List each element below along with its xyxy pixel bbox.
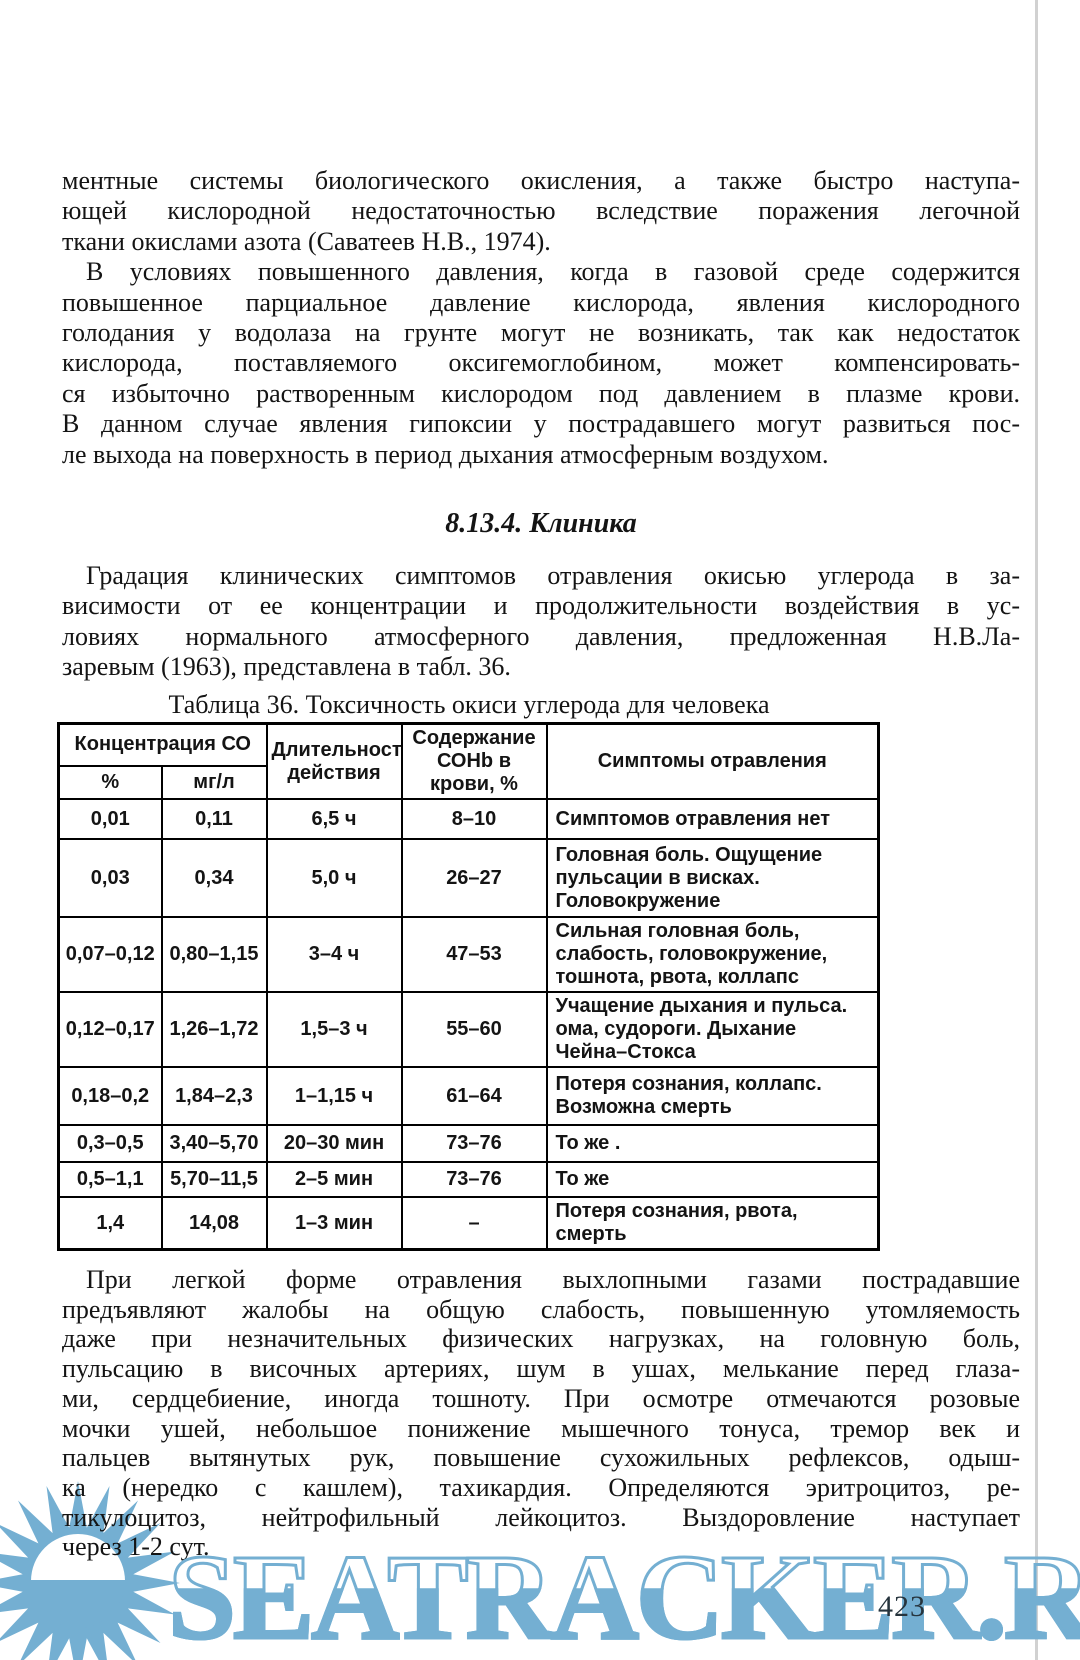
cell-dur: 1–3 мин bbox=[265, 1196, 403, 1251]
cell-symptoms: Потеря сознания, рвота, смерть bbox=[545, 1196, 880, 1251]
watermark-outline-text: SEATRACKER.RU bbox=[166, 1530, 1080, 1660]
header-percent: % bbox=[57, 764, 163, 801]
cell-symptoms: Учащение дыхания и пульса. ома, судороги… bbox=[545, 991, 880, 1068]
paragraph-block-2: Градация клинических симптомов отравлени… bbox=[62, 561, 1020, 683]
table-subheader-row: % мг/л bbox=[57, 764, 879, 801]
cell-mgl: 0,11 bbox=[160, 798, 268, 840]
text-line: повышенное парциальное давление кислород… bbox=[62, 287, 1020, 317]
text-line: ка (нередко с кашлем), тахикардия. Опред… bbox=[62, 1472, 1020, 1502]
cell-cohb: 73–76 bbox=[400, 1124, 548, 1163]
header-mg-per-l: мг/л bbox=[160, 764, 268, 801]
cell-mgl: 1,26–1,72 bbox=[160, 991, 268, 1068]
text-line: мочки ушей, небольшое понижение мышечног… bbox=[62, 1413, 1020, 1443]
text-line: даже при незначительных физических нагру… bbox=[62, 1324, 1020, 1354]
cell-cohb: 26–27 bbox=[400, 838, 548, 918]
cell-pct: 0,03 bbox=[57, 838, 163, 918]
cell-pct: 0,07–0,12 bbox=[57, 916, 163, 993]
table-row: 1,4 14,08 1–3 мин – Потеря сознания, рво… bbox=[57, 1196, 880, 1251]
cell-mgl: 3,40–5,70 bbox=[160, 1124, 268, 1163]
cell-dur: 2–5 мин bbox=[265, 1161, 403, 1198]
cell-cohb: 61–64 bbox=[400, 1066, 548, 1126]
table-row: 0,07–0,12 0,80–1,15 3–4 ч 47–53 Сильная … bbox=[57, 916, 880, 993]
cell-dur: 1,5–3 ч bbox=[265, 991, 403, 1068]
text-line: тикулоцитоз, нейтрофильный лейкоцитоз. В… bbox=[62, 1502, 1020, 1532]
sun-logo-icon bbox=[0, 1481, 180, 1660]
cell-pct: 0,5–1,1 bbox=[57, 1161, 163, 1198]
text-line: ющей кислородной недостаточностью вследс… bbox=[62, 196, 1020, 226]
text-line: пальцев вытянутых рук, повышение сухожил… bbox=[62, 1443, 1020, 1473]
cell-cohb: 47–53 bbox=[400, 916, 548, 993]
text-line: заревым (1963), представлена в табл. 36. bbox=[62, 652, 511, 682]
header-symptoms: Симптомы отравления bbox=[545, 722, 880, 800]
cell-pct: 0,01 bbox=[57, 798, 163, 840]
table-row: 0,12–0,17 1,26–1,72 1,5–3 ч 55–60 Учащен… bbox=[57, 991, 880, 1068]
text-line: кислорода, поставляемого оксигемоглобино… bbox=[62, 348, 1020, 378]
table-row: 0,03 0,34 5,0 ч 26–27 Головная боль. Ощу… bbox=[57, 838, 880, 918]
cell-dur: 6,5 ч bbox=[265, 798, 403, 840]
cell-symptoms: То же bbox=[545, 1161, 880, 1198]
cell-dur: 20–30 мин bbox=[265, 1124, 403, 1163]
text-line: ле выхода на поверхность в период дыхани… bbox=[62, 439, 829, 469]
cell-mgl: 14,08 bbox=[160, 1196, 268, 1251]
cell-dur: 1–1,15 ч bbox=[265, 1066, 403, 1126]
table-row: 0,5–1,1 5,70–11,5 2–5 мин 73–76 То же bbox=[57, 1161, 880, 1198]
cell-cohb: 55–60 bbox=[400, 991, 548, 1068]
text-line: ся избыточно растворенным кислородом под… bbox=[62, 378, 1020, 408]
cell-symptoms: То же . bbox=[545, 1124, 880, 1163]
paragraph-block-3: При легкой форме отравления выхлопными г… bbox=[62, 1265, 1020, 1562]
cell-pct: 0,12–0,17 bbox=[57, 991, 163, 1068]
text-line: ткани окислами азота (Саватеев Н.В., 197… bbox=[62, 226, 551, 256]
cell-mgl: 5,70–11,5 bbox=[160, 1161, 268, 1198]
cell-mgl: 1,84–2,3 bbox=[160, 1066, 268, 1126]
cell-cohb: – bbox=[400, 1196, 548, 1251]
watermark-fill-text: SEATRACKER.RU bbox=[168, 1530, 1080, 1660]
text-line: ми, сердцебиение, иногда тошноту. При ос… bbox=[62, 1383, 1020, 1413]
cell-dur: 5,0 ч bbox=[265, 838, 403, 918]
text-line: предъявляют жалобы на общую слабость, по… bbox=[62, 1294, 1020, 1324]
text-line: пульсацию в височных артериях, шум в уша… bbox=[62, 1354, 1020, 1384]
cell-symptoms: Головная боль. Ощущение пульсации в виск… bbox=[545, 838, 880, 918]
text-line: голодания у водолаза на грунте могут не … bbox=[62, 318, 1020, 348]
toxicity-table: Концентрация СО Длительность действия Со… bbox=[57, 722, 880, 1251]
cell-cohb: 8–10 bbox=[400, 798, 548, 840]
section-heading: 8.13.4. Клиника bbox=[445, 508, 637, 539]
table-row: 0,18–0,2 1,84–2,3 1–1,15 ч 61–64 Потеря … bbox=[57, 1066, 880, 1126]
text-line: ловиях нормального атмосферного давления… bbox=[62, 621, 1020, 651]
header-co-concentration: Концентрация СО bbox=[57, 722, 268, 767]
table-row: 0,01 0,11 6,5 ч 8–10 Симптомов отравлени… bbox=[57, 798, 880, 840]
text-line: В условиях повышенного давления, когда в… bbox=[86, 257, 1020, 287]
cell-dur: 3–4 ч bbox=[265, 916, 403, 993]
cell-symptoms: Потеря сознания, коллапс. Возможна смерт… bbox=[545, 1066, 880, 1126]
cell-mgl: 0,80–1,15 bbox=[160, 916, 268, 993]
table-header-row: Концентрация СО Длительность действия Со… bbox=[57, 722, 880, 800]
cell-symptoms: Симптомов отравления нет bbox=[545, 798, 880, 840]
cell-symptoms: Сильная головная боль, слабость, головок… bbox=[545, 916, 880, 993]
table-row: 0,3–0,5 3,40–5,70 20–30 мин 73–76 То же … bbox=[57, 1124, 880, 1163]
text-line: ментные системы биологического окисления… bbox=[62, 166, 1020, 195]
page-number: 423 bbox=[878, 1590, 926, 1623]
paragraph-block-1: ментные системы биологического окисления… bbox=[62, 166, 1020, 470]
cell-pct: 0,3–0,5 bbox=[57, 1124, 163, 1163]
header-cohb: Содержание СОНb в крови, % bbox=[400, 722, 548, 800]
cell-mgl: 0,34 bbox=[160, 838, 268, 918]
scan-edge-line bbox=[1035, 0, 1038, 1660]
text-line: При легкой форме отравления выхлопными г… bbox=[86, 1265, 1020, 1294]
text-line: В данном случае явления гипоксии у постр… bbox=[62, 409, 1020, 439]
text-line: висимости от ее концентрации и продолжит… bbox=[62, 591, 1020, 621]
header-duration: Длительность действия bbox=[265, 722, 403, 800]
text-line: через 1-2 сут. bbox=[62, 1532, 210, 1562]
cell-cohb: 73–76 bbox=[400, 1161, 548, 1198]
cell-pct: 1,4 bbox=[57, 1196, 163, 1251]
table-caption: Таблица 36. Токсичность окиси углерода д… bbox=[168, 690, 770, 719]
cell-pct: 0,18–0,2 bbox=[57, 1066, 163, 1126]
text-line: Градация клинических симптомов отравлени… bbox=[86, 561, 1020, 590]
